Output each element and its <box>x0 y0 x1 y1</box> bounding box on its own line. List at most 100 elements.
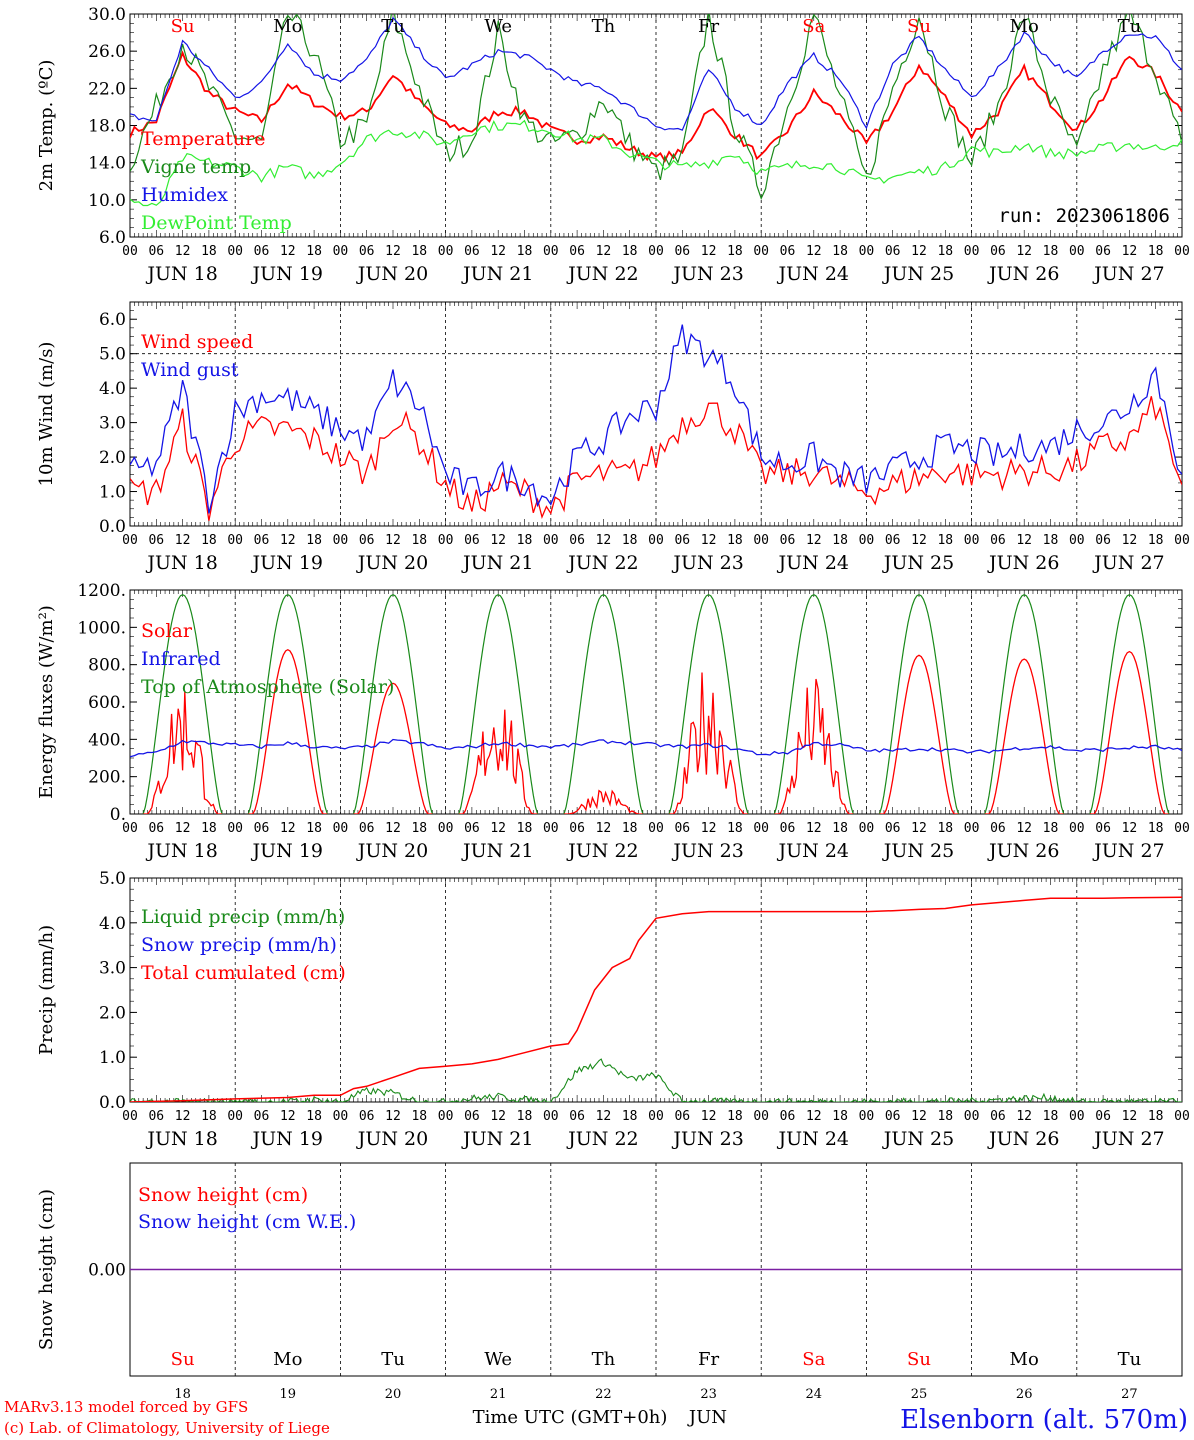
hour-tick-label: 06 <box>990 533 1006 548</box>
day-label: JUN 26 <box>987 840 1059 862</box>
hour-tick-label: 00 <box>333 244 349 259</box>
model-credit: MARv3.13 model forced by GFS <box>4 1398 248 1416</box>
hour-tick-label: 12 <box>701 1109 717 1124</box>
hour-tick-label: 06 <box>464 1109 480 1124</box>
hour-tick-label: 18 <box>411 244 427 259</box>
day-label: JUN 25 <box>882 263 954 285</box>
day-label: JUN 26 <box>987 552 1059 574</box>
legend-entry: Total cumulated (cm) <box>141 962 346 984</box>
plot-frame <box>129 13 1183 238</box>
hour-tick-label: 06 <box>359 533 375 548</box>
day-label: JUN 25 <box>882 552 954 574</box>
legend-entry: Infrared <box>141 648 221 670</box>
hour-tick-label: 06 <box>569 244 585 259</box>
day-label: JUN 21 <box>461 552 533 574</box>
y-axis-title: Precip (mm/h) <box>36 925 57 1055</box>
hour-tick-label: 18 <box>517 244 533 259</box>
hour-tick-label: 18 <box>622 244 638 259</box>
hour-tick-label: 18 <box>622 533 638 548</box>
day-label: JUN 26 <box>987 263 1059 285</box>
hour-tick-label: 06 <box>885 244 901 259</box>
hour-tick-label: 06 <box>674 1109 690 1124</box>
date-label: 18 <box>174 1387 191 1402</box>
hour-tick-label: 06 <box>780 1109 796 1124</box>
y-tick-label: 10.0 <box>88 191 126 211</box>
hour-tick-label: 06 <box>1095 244 1111 259</box>
copyright-credit: (c) Lab. of Climatology, University of L… <box>4 1419 330 1437</box>
weekday-label: Su <box>907 1349 931 1370</box>
hour-tick-label: 00 <box>1069 533 1085 548</box>
hour-tick-label: 00 <box>122 533 138 548</box>
toa-arc <box>458 594 539 814</box>
hour-tick-label: 06 <box>464 533 480 548</box>
hour-tick-label: 12 <box>701 244 717 259</box>
weekday-label: Mo <box>273 1349 302 1370</box>
legend-entry: DewPoint Temp <box>141 212 292 234</box>
hour-tick-label: 18 <box>727 533 743 548</box>
y-tick-label: 3.0 <box>99 414 126 434</box>
y-axis-title: 10m Wind (m/s) <box>36 342 57 487</box>
hour-tick-label: 12 <box>701 821 717 836</box>
hour-tick-label: 18 <box>1043 821 1059 836</box>
day-label: JUN 20 <box>356 840 428 862</box>
day-label: JUN 24 <box>777 1128 849 1150</box>
hour-tick-label: 18 <box>832 821 848 836</box>
hour-tick-label: 12 <box>596 244 612 259</box>
hour-tick-label: 12 <box>1122 533 1138 548</box>
day-label: JUN 18 <box>145 552 217 574</box>
hour-tick-label: 00 <box>648 244 664 259</box>
weekday-label: Mo <box>273 16 302 37</box>
legend-entry: Snow height (cm W.E.) <box>138 1211 356 1233</box>
hour-tick-label: 06 <box>569 821 585 836</box>
hour-tick-label: 12 <box>1016 821 1032 836</box>
day-label: JUN 19 <box>251 263 323 285</box>
hour-tick-label: 06 <box>569 533 585 548</box>
hour-tick-label: 12 <box>385 244 401 259</box>
hour-tick-label: 06 <box>780 533 796 548</box>
hour-tick-label: 00 <box>438 821 454 836</box>
hour-tick-label: 06 <box>464 244 480 259</box>
toa-arc <box>668 594 749 814</box>
y-axis-title: Snow height (cm) <box>36 1189 57 1350</box>
weekday-label: Th <box>592 1349 616 1370</box>
y-tick-label: 6.0 <box>99 228 126 248</box>
series-line <box>130 50 1182 163</box>
day-label: JUN 20 <box>356 263 428 285</box>
day-label: JUN 22 <box>566 840 638 862</box>
hour-tick-label: 18 <box>727 244 743 259</box>
hour-tick-label: 00 <box>753 244 769 259</box>
plot-area <box>130 896 1182 1102</box>
toa-arc <box>878 594 960 814</box>
hour-tick-label: 18 <box>201 533 217 548</box>
weekday-label: Fr <box>698 1349 719 1370</box>
hour-tick-label: 12 <box>1016 244 1032 259</box>
day-label: JUN 18 <box>145 1128 217 1150</box>
hour-tick-label: 12 <box>596 1109 612 1124</box>
weekday-label: Tu <box>381 1349 405 1370</box>
hour-tick-label: 06 <box>990 1109 1006 1124</box>
date-label: 19 <box>280 1387 297 1402</box>
hour-tick-label: 00 <box>1174 821 1190 836</box>
hour-tick-label: 06 <box>148 244 164 259</box>
day-label: JUN 19 <box>251 1128 323 1150</box>
hour-tick-label: 18 <box>306 1109 322 1124</box>
infrared-line <box>130 738 1182 758</box>
hour-tick-label: 06 <box>885 1109 901 1124</box>
weekday-label: Su <box>907 16 931 37</box>
solar-day-curve <box>353 682 433 814</box>
plot-area <box>130 324 1182 521</box>
day-label: JUN 22 <box>566 1128 638 1150</box>
weekday-label: Mo <box>1010 16 1039 37</box>
legend-entry: Liquid precip (mm/h) <box>141 906 345 928</box>
hour-tick-label: 06 <box>1095 533 1111 548</box>
y-tick-label: 4.0 <box>99 914 126 934</box>
series-line <box>130 16 1182 131</box>
hour-tick-label: 12 <box>596 533 612 548</box>
hour-tick-label: 18 <box>411 821 427 836</box>
day-label: JUN 21 <box>461 1128 533 1150</box>
day-label: JUN 26 <box>987 1128 1059 1150</box>
hour-tick-label: 18 <box>517 821 533 836</box>
hour-tick-label: 06 <box>148 1109 164 1124</box>
hour-tick-label: 12 <box>490 533 506 548</box>
series-line <box>130 14 1182 201</box>
